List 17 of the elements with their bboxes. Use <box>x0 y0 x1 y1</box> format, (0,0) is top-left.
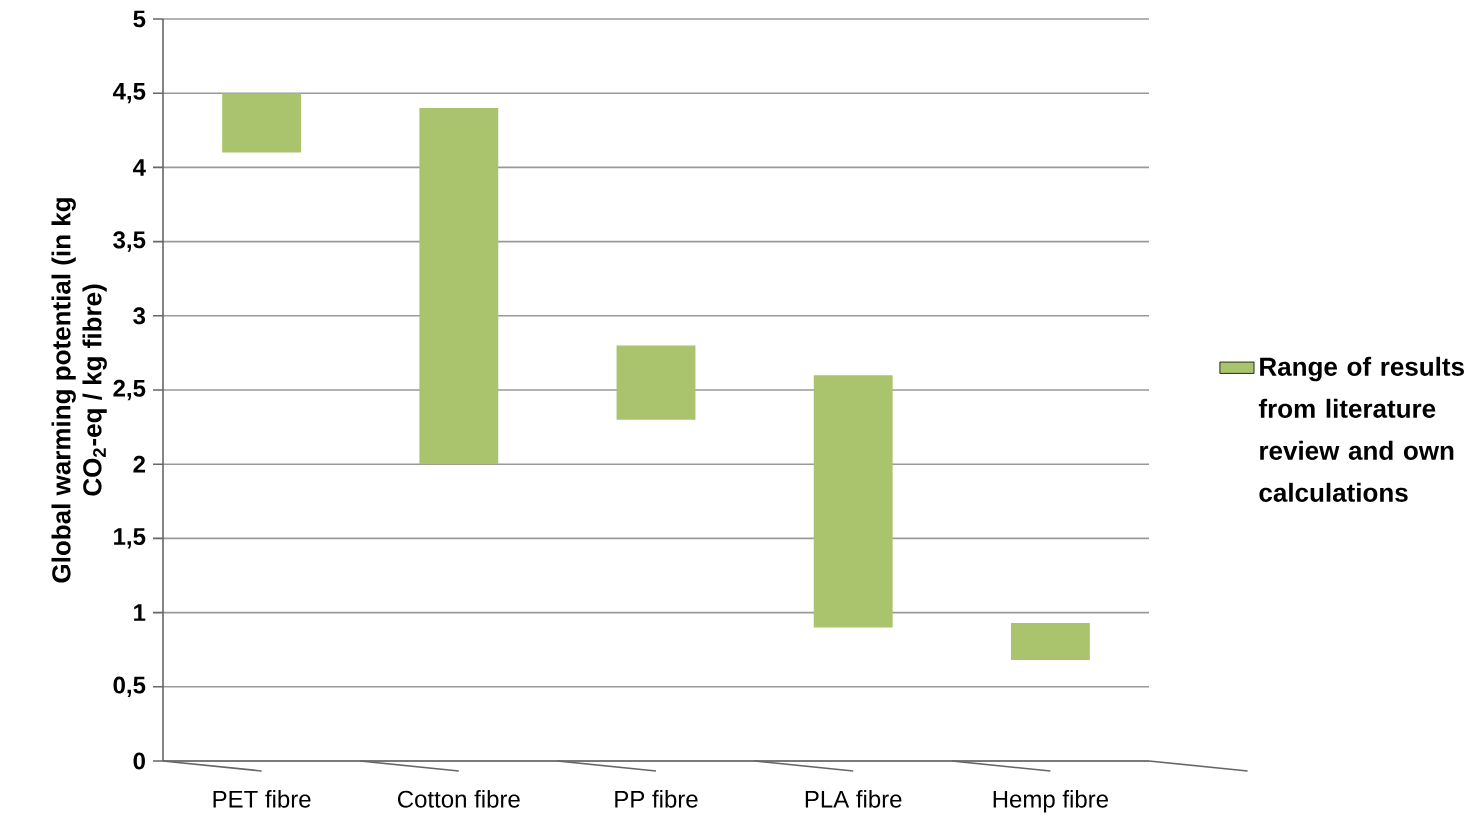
x-tick-label: PET fibre <box>213 790 311 808</box>
y-tick-label: 5 <box>133 10 146 28</box>
y-tick-label: 2,5 <box>113 379 146 401</box>
legend-label: Range of results from literature review and own calculations <box>1258 356 1464 502</box>
x-tick-label: PP fibre <box>615 790 698 808</box>
y-tick-label: 4,5 <box>112 83 146 104</box>
x-tick-label: Cotton fibre <box>398 790 520 808</box>
y-tick-label: 2 <box>133 455 145 473</box>
y-tick-label: 3 <box>133 307 146 325</box>
y-tick-label: 0,5 <box>113 676 146 698</box>
y-tick-label: 1,5 <box>114 528 146 549</box>
y-tick-label: 1 <box>134 604 146 621</box>
y-tick-label: 0 <box>133 752 145 770</box>
y-tick-label: 3,5 <box>113 231 146 252</box>
x-tick-label: PLA fibre <box>805 790 902 808</box>
y-tick-label: 4 <box>132 159 146 176</box>
x-tick-label: Hemp fibre <box>993 790 1108 813</box>
